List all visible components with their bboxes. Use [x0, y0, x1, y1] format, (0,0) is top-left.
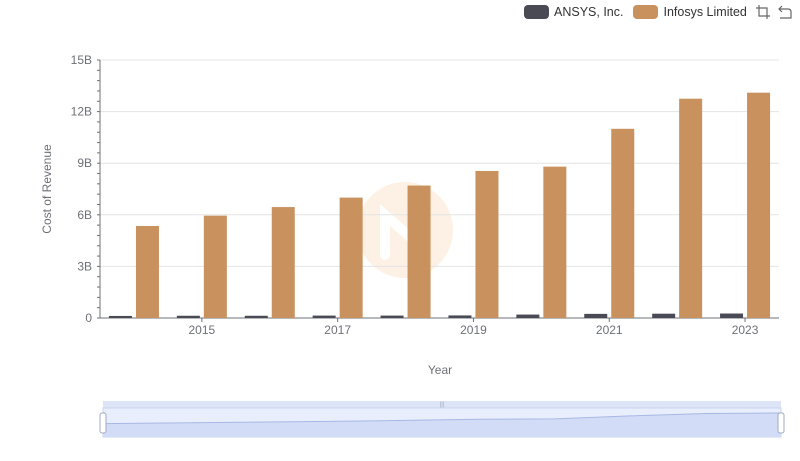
bar-infosys-2022 — [679, 98, 703, 318]
bar-infosys-2019 — [475, 170, 499, 318]
zoom-handle-left — [99, 412, 107, 434]
bar-infosys-2023 — [747, 92, 771, 319]
bar-ansys-2020 — [516, 314, 540, 318]
bar-infosys-2021 — [611, 128, 635, 318]
bar-infosys-2017 — [339, 197, 363, 318]
bar-ansys-2019 — [448, 315, 472, 318]
zoom-grip: ||| — [440, 402, 445, 408]
legend-label-ansys: ANSYS, Inc. — [554, 5, 624, 19]
y-tick-label: 12B — [71, 105, 92, 119]
x-tick-label: 2017 — [324, 323, 351, 337]
legend-swatch-ansys — [524, 5, 549, 19]
x-tick-label: 2023 — [732, 323, 759, 337]
bar-ansys-2023 — [720, 313, 744, 318]
bar-ansys-2014 — [108, 315, 132, 318]
legend: ANSYS, Inc. Infosys Limited — [524, 4, 793, 20]
bar-infosys-2014 — [135, 225, 159, 318]
y-tick-label: 3B — [77, 259, 92, 273]
x-axis-label: Year — [427, 363, 453, 377]
bar-infosys-2018 — [407, 185, 431, 318]
bar-ansys-2022 — [652, 313, 676, 318]
bar-infosys-2015 — [203, 215, 227, 318]
y-axis-label: Cost of Revenue — [40, 144, 54, 234]
legend-item-infosys[interactable]: Infosys Limited — [633, 5, 747, 19]
legend-swatch-infosys — [633, 5, 659, 19]
zoom-top-bar — [103, 401, 781, 408]
x-tick-label: 2015 — [188, 323, 215, 337]
bar-ansys-2015 — [176, 315, 200, 318]
zoom-reset-icon[interactable] — [777, 4, 793, 20]
legend-label-infosys: Infosys Limited — [663, 5, 747, 19]
y-tick-label: 15B — [71, 53, 92, 67]
y-tick-label: 9B — [77, 156, 92, 170]
x-tick-label: 2021 — [596, 323, 623, 337]
bar-infosys-2020 — [543, 166, 567, 318]
bar-ansys-2016 — [244, 315, 268, 318]
y-tick-label: 6B — [77, 208, 92, 222]
bar-infosys-2016 — [271, 207, 295, 318]
zoom-shadow-line — [102, 412, 782, 425]
bar-ansys-2017 — [312, 315, 336, 318]
bar-ansys-2021 — [584, 313, 608, 318]
x-tick-label: 2019 — [460, 323, 487, 337]
zoom-shadow-area — [103, 413, 781, 437]
y-tick-label: 0 — [85, 311, 92, 325]
zoom-handle-right — [777, 412, 785, 434]
zoom-select-icon[interactable] — [755, 4, 771, 20]
legend-item-ansys[interactable]: ANSYS, Inc. — [524, 5, 623, 19]
bar-ansys-2018 — [380, 315, 404, 318]
